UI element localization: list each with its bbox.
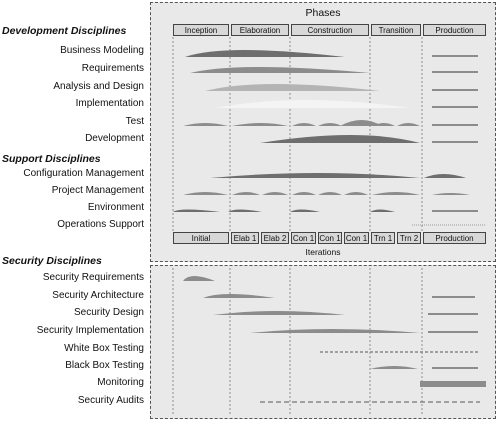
hump-test xyxy=(183,123,228,126)
label-security-design: Security Design xyxy=(73,307,144,318)
hump-environment xyxy=(228,209,262,212)
hump-development-prod xyxy=(432,141,478,143)
label-development: Development xyxy=(85,133,144,144)
hump-security-architecture xyxy=(203,294,275,298)
phase-production: Production xyxy=(423,24,486,36)
hump-project-management xyxy=(344,192,368,195)
hump-security-implementation-prod xyxy=(428,331,478,333)
hump-project-management xyxy=(183,192,228,195)
security-disciplines-title: Security Disciplines xyxy=(2,255,102,267)
label-security-requirements: Security Requirements xyxy=(42,272,144,283)
development-disciplines-title: Development Disciplines xyxy=(2,25,127,37)
hump-test xyxy=(292,123,316,126)
hump-project-management xyxy=(262,192,288,195)
hump-environment xyxy=(370,209,395,212)
iteration-initial: Initial xyxy=(173,232,229,244)
iteration-production: Production xyxy=(423,232,486,244)
label-security-architecture: Security Architecture xyxy=(52,290,144,301)
iteration-trn-1: Trn 1 xyxy=(371,232,395,244)
hump-environment xyxy=(290,209,320,212)
label-black-box-testing: Black Box Testing xyxy=(65,360,144,371)
label-requirements: Requirements xyxy=(81,63,144,74)
phase-elaboration: Elaboration xyxy=(231,24,289,36)
hump-configuration-management-prod xyxy=(424,174,466,178)
hump-test-peak xyxy=(340,120,382,126)
phases-title: Phases xyxy=(305,7,341,19)
label-environment: Environment xyxy=(87,202,144,213)
phase-construction: Construction xyxy=(291,24,369,36)
hump-analysis-design xyxy=(205,84,380,91)
label-analysis-design: Analysis and Design xyxy=(53,81,144,92)
hump-project-management xyxy=(232,192,260,195)
hump-project-management xyxy=(372,192,420,195)
hump-environment-prod xyxy=(432,210,478,212)
hump-security-implementation xyxy=(250,329,420,333)
label-test: Test xyxy=(125,116,144,127)
iteration-elab-2: Elab 2 xyxy=(261,232,289,244)
hump-monitoring xyxy=(420,381,486,387)
security-panel xyxy=(150,265,496,419)
iteration-con-1c: Con 1 xyxy=(344,232,369,244)
iteration-con-1b: Con 1 xyxy=(318,232,342,244)
label-project-management: Project Management xyxy=(51,185,144,196)
label-security-implementation: Security Implementation xyxy=(36,325,144,336)
hump-project-management-prod xyxy=(432,193,470,195)
label-security-audits: Security Audits xyxy=(77,395,144,406)
hump-analysis-design-prod xyxy=(432,89,478,91)
hump-implementation-prod xyxy=(432,106,478,108)
hump-project-management xyxy=(292,192,316,195)
hump-requirements xyxy=(190,67,370,73)
label-white-box-testing: White Box Testing xyxy=(64,343,144,354)
hump-implementation xyxy=(215,100,410,108)
phase-inception: Inception xyxy=(173,24,229,36)
hump-business-modeling xyxy=(185,50,345,57)
hump-security-requirements xyxy=(183,276,215,281)
label-implementation: Implementation xyxy=(75,98,144,109)
hump-security-design-prod xyxy=(428,313,478,315)
label-operations-support: Operations Support xyxy=(57,219,144,230)
hump-test xyxy=(318,123,342,126)
hump-development xyxy=(260,135,420,143)
hump-business-modeling-prod xyxy=(432,55,478,57)
iteration-con-1a: Con 1 xyxy=(291,232,316,244)
label-business-modeling: Business Modeling xyxy=(60,45,144,56)
hump-security-design xyxy=(213,311,345,315)
label-configuration-management: Configuration Management xyxy=(23,168,144,179)
phases-panel xyxy=(150,2,496,262)
hump-test xyxy=(397,123,420,126)
iteration-trn-2: Trn 2 xyxy=(397,232,421,244)
phase-transition: Transition xyxy=(371,24,421,36)
hump-project-management xyxy=(318,192,342,195)
support-disciplines-title: Support Disciplines xyxy=(2,153,101,165)
hump-black-box-testing xyxy=(370,366,418,369)
hump-test-prod xyxy=(432,124,478,126)
hump-security-architecture-prod xyxy=(432,296,475,298)
hump-environment xyxy=(173,209,220,212)
hump-test xyxy=(232,123,288,126)
hump-configuration-management xyxy=(210,173,420,178)
hump-requirements-prod xyxy=(432,71,478,73)
hump-black-box-testing-prod xyxy=(432,367,478,369)
iterations-label: Iterations xyxy=(305,247,341,257)
iteration-elab-1: Elab 1 xyxy=(231,232,259,244)
label-monitoring: Monitoring xyxy=(97,377,144,388)
